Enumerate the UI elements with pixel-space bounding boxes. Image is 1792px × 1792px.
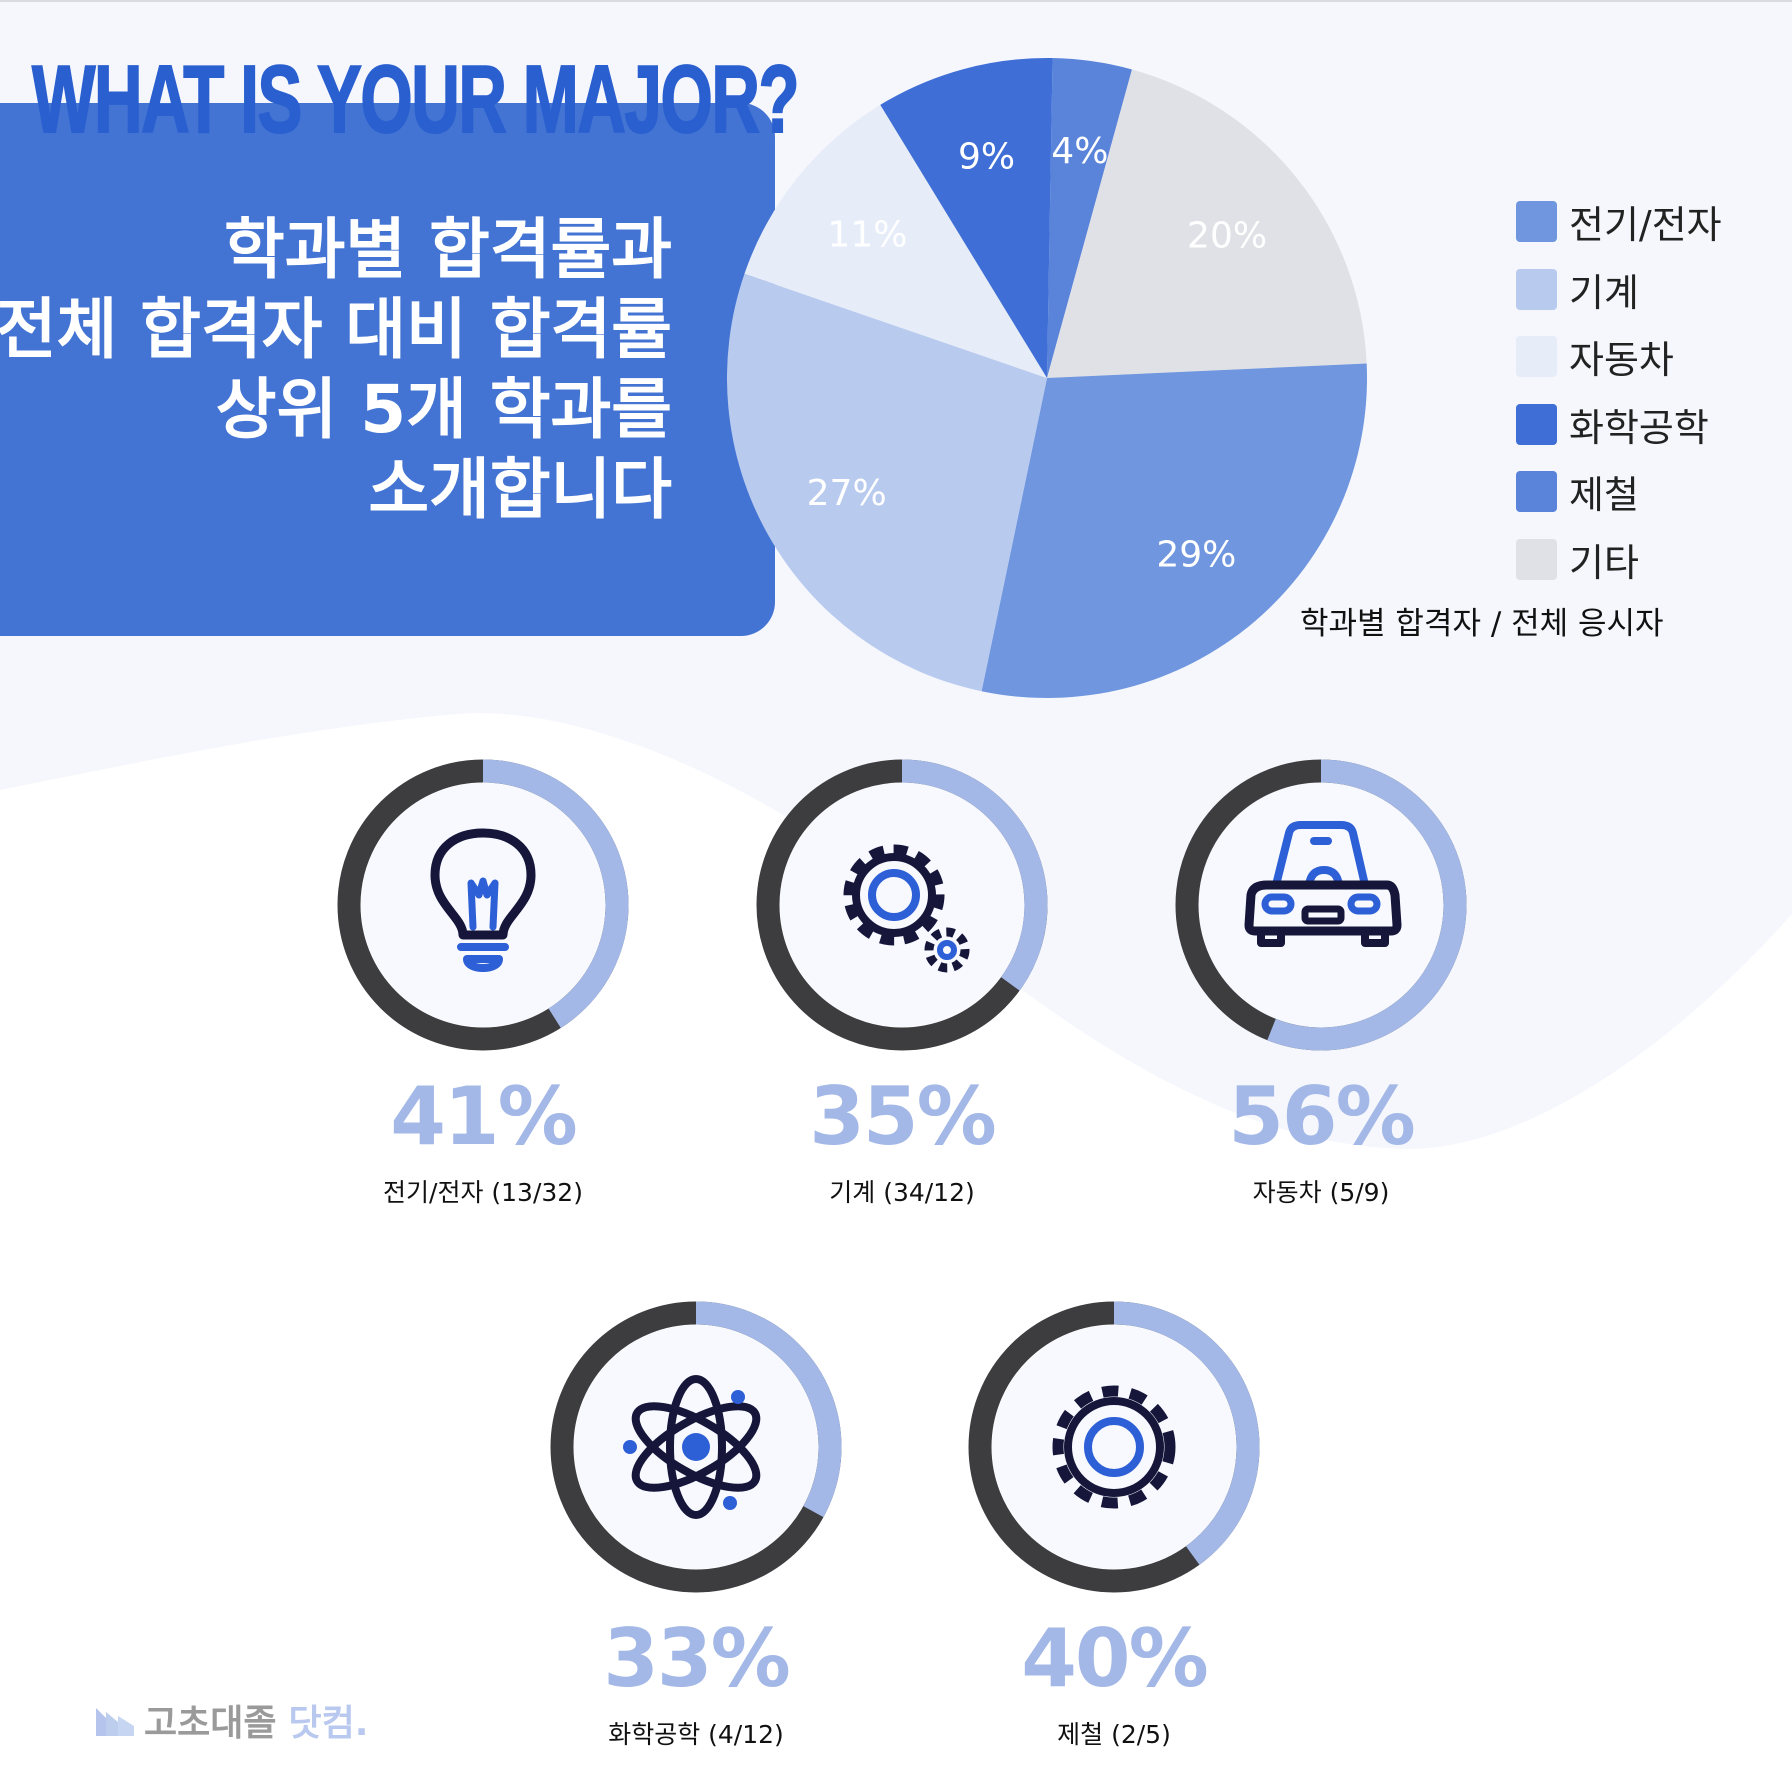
legend-item: 전기/전자	[1516, 188, 1722, 256]
lightbulb-icon	[430, 828, 536, 972]
donut-ring	[1175, 759, 1467, 1051]
pie-slice	[727, 273, 1047, 692]
top-border	[0, 0, 1792, 2]
donut-label: 자동차 (5/9)	[1252, 1178, 1390, 1207]
pie-slice	[1047, 69, 1367, 378]
subtitle-line: 전체 합격자 대비 합격률	[0, 291, 672, 368]
donut-center	[1199, 783, 1443, 1027]
pie-slice	[981, 363, 1367, 698]
percent-value: 40%	[1021, 1612, 1208, 1705]
donut-chemical: 33% 화학공학 (4/12)	[536, 1287, 856, 1749]
title-panel	[0, 103, 775, 636]
donut-label: 화학공학 (4/12)	[608, 1720, 784, 1749]
subtitle-line: 학과별 합격률과	[223, 211, 672, 288]
donut-value-arc	[756, 759, 1048, 1051]
gears-icon	[843, 844, 970, 973]
donut-ring	[337, 759, 629, 1051]
gear-icon	[1052, 1385, 1176, 1509]
subtitle-line: 상위 5개 학과를	[215, 371, 672, 448]
legend-swatch	[1516, 471, 1557, 513]
pie-slice-label: 29%	[1156, 534, 1236, 575]
percent-value: 35%	[809, 1070, 996, 1163]
pie-slice	[744, 104, 1047, 379]
pie-chart: 4% 20% 29% 27% 11% 9%	[727, 58, 1367, 698]
logo-text: 고초대졸	[144, 1703, 277, 1744]
donut-center	[780, 783, 1024, 1027]
legend-swatch	[1516, 268, 1557, 310]
page-title: WHAT IS YOUR MAJOR?	[31, 46, 800, 153]
legend-swatch	[1516, 201, 1557, 243]
donut-center	[992, 1325, 1236, 1569]
donut-label: 기계 (34/12)	[829, 1178, 975, 1207]
percent-value: 41%	[390, 1070, 577, 1163]
factory-logo-icon	[96, 1708, 134, 1736]
percent-value: 56%	[1228, 1070, 1415, 1163]
pie-slice-label: 20%	[1187, 215, 1267, 256]
donut-label: 전기/전자 (13/32)	[383, 1178, 583, 1207]
legend-label: 전기/전자	[1569, 203, 1722, 248]
car-icon	[1244, 821, 1402, 947]
subtitle: 학과별 합격률과 전체 합격자 대비 합격률 상위 5개 학과를 소개합니다	[0, 210, 672, 530]
donut-ring	[550, 1301, 842, 1593]
donut-ring	[968, 1301, 1260, 1593]
donut-value-arc	[550, 1301, 842, 1593]
donut-value-arc	[1175, 759, 1467, 1051]
legend-label: 제철	[1569, 473, 1639, 518]
donut-automotive: 56% 자동차 (5/9)	[1161, 745, 1481, 1207]
pie-caption: 학과별 합격자 / 전체 응시자	[1300, 606, 1664, 642]
pie-slice-label: 9%	[958, 137, 1015, 178]
pie-slice-label: 27%	[807, 473, 887, 514]
legend-item: 기계	[1516, 256, 1722, 324]
pie-slice-label: 4%	[1051, 131, 1108, 172]
pie-slice-label: 11%	[827, 215, 907, 256]
donut-ring	[756, 759, 1048, 1051]
donut-electrical: 41% 전기/전자 (13/32)	[323, 745, 643, 1207]
legend-label: 자동차	[1569, 338, 1674, 383]
legend-item: 제철	[1516, 458, 1722, 526]
legend-item: 자동차	[1516, 323, 1722, 391]
donut-label: 제철 (2/5)	[1057, 1720, 1171, 1749]
donut-steel: 40% 제철 (2/5)	[954, 1287, 1274, 1749]
pie-slice	[880, 58, 1053, 378]
legend-label: 기계	[1569, 270, 1639, 315]
legend-swatch	[1516, 336, 1557, 378]
donut-value-arc	[337, 759, 629, 1051]
atom-icon	[623, 1375, 761, 1519]
pie-legend: 전기/전자 기계 자동차 화학공학 제철 기타	[1516, 188, 1722, 593]
logo: 고초대졸 닷컴.	[96, 1694, 368, 1746]
legend-swatch	[1516, 403, 1557, 445]
legend-label: 기타	[1569, 540, 1639, 585]
legend-swatch	[1516, 538, 1557, 580]
donut-value-arc	[968, 1301, 1260, 1593]
legend-item: 화학공학	[1516, 391, 1722, 459]
subtitle-line: 소개합니다	[368, 451, 672, 528]
pie-slice	[1047, 58, 1132, 378]
legend-label: 화학공학	[1569, 405, 1709, 450]
percent-value: 33%	[603, 1612, 790, 1705]
logo-text-accent: 닷컴.	[288, 1703, 369, 1744]
donut-mechanical: 35% 기계 (34/12)	[742, 745, 1062, 1207]
legend-item: 기타	[1516, 526, 1722, 594]
donut-center	[361, 783, 605, 1027]
